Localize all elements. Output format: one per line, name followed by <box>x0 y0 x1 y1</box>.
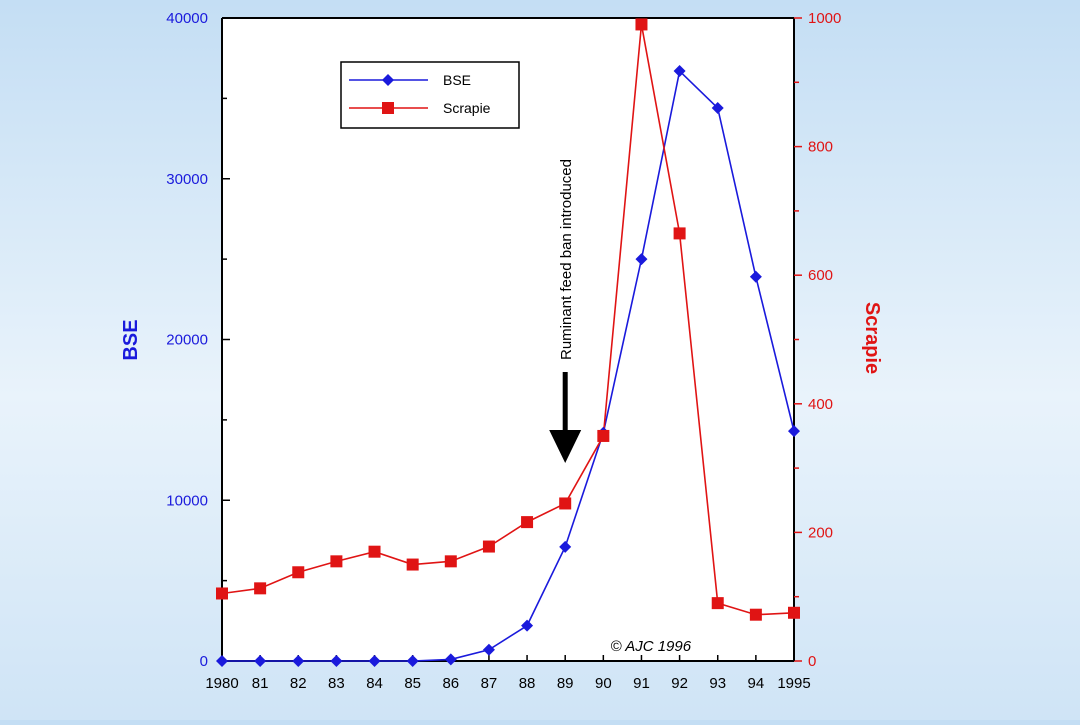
copyright-text: © AJC 1996 <box>611 638 692 655</box>
scrapie-point <box>749 608 762 621</box>
bse-point <box>521 619 534 632</box>
bse-point <box>482 643 495 656</box>
feed-ban-arrow-head <box>549 430 582 463</box>
legend: BSE Scrapie <box>340 61 520 129</box>
legend-scrapie-marker <box>382 102 394 114</box>
scrapie-point <box>597 429 610 442</box>
scrapie-point <box>521 516 534 529</box>
bse-point <box>444 653 457 666</box>
bse-point <box>635 253 648 266</box>
scrapie-point <box>216 587 228 600</box>
y-right-axis-label: Scrapie <box>861 302 883 374</box>
legend-box <box>340 61 520 129</box>
x-tick-label: 94 <box>748 675 765 692</box>
x-tick-label: 83 <box>328 675 345 692</box>
scrapie-point <box>406 558 419 571</box>
scrapie-point <box>254 582 267 595</box>
bse-line <box>222 69 795 662</box>
left-tick-label: 20000 <box>166 332 208 349</box>
scrapie-point <box>330 555 343 568</box>
bse-point <box>559 540 572 553</box>
right-tick-label: 600 <box>808 267 833 284</box>
annotations: Ruminant feed ban introduced © AJC 1996 <box>549 159 692 655</box>
bse-point <box>673 65 686 78</box>
x-tick-label: 1995 <box>777 675 810 692</box>
scrapie-point <box>711 597 724 610</box>
bse-point <box>749 270 762 283</box>
x-tick-label: 87 <box>481 675 498 692</box>
bse-point <box>216 655 228 667</box>
scrapie-point <box>673 227 686 240</box>
scrapie-point <box>368 545 381 558</box>
x-tick-label: 90 <box>595 675 612 692</box>
feed-ban-arrow-shaft <box>562 372 568 432</box>
feed-ban-annotation: Ruminant feed ban introduced <box>558 159 575 360</box>
x-tick-label: 82 <box>290 675 307 692</box>
scrapie-point <box>482 540 495 553</box>
scrapie-line <box>221 24 795 616</box>
right-tick-label: 800 <box>808 139 833 156</box>
right-tick-label: 0 <box>808 653 816 670</box>
left-tick-label: 40000 <box>166 10 208 27</box>
scrapie-point <box>559 497 572 510</box>
left-tick-label: 30000 <box>166 171 208 188</box>
scrapie-point <box>635 18 648 31</box>
left-tick-label: 10000 <box>166 492 208 509</box>
left-tick-label: 0 <box>200 653 208 670</box>
x-tick-label: 93 <box>709 675 726 692</box>
x-tick-label: 1980 <box>205 675 238 692</box>
scrapie-point <box>788 606 800 619</box>
series-markers <box>216 18 800 667</box>
x-tick-label: 89 <box>557 675 574 692</box>
x-tick-label: 81 <box>252 675 269 692</box>
bse-point <box>292 655 305 667</box>
legend-scrapie-label: Scrapie <box>443 100 491 116</box>
legend-bse-marker <box>382 74 394 86</box>
x-tick-label: 84 <box>366 675 383 692</box>
scrapie-point <box>444 555 457 568</box>
series-lines <box>221 24 795 662</box>
x-tick-label: 85 <box>404 675 421 692</box>
x-tick-label: 86 <box>442 675 459 692</box>
bse-point <box>406 655 419 667</box>
right-tick-label: 1000 <box>808 10 841 27</box>
bse-point <box>788 425 800 438</box>
bse-point <box>711 102 724 115</box>
bse-point <box>368 655 381 667</box>
scrapie-point <box>292 566 305 579</box>
y-left-axis-label: BSE <box>120 319 142 360</box>
right-tick-label: 400 <box>808 396 833 413</box>
x-tick-label: 91 <box>633 675 650 692</box>
x-tick-label: 88 <box>519 675 536 692</box>
right-tick-label: 200 <box>808 524 833 541</box>
legend-bse-label: BSE <box>443 72 471 88</box>
bse-point <box>330 655 343 667</box>
x-tick-label: 92 <box>671 675 688 692</box>
bse-point <box>254 655 267 667</box>
